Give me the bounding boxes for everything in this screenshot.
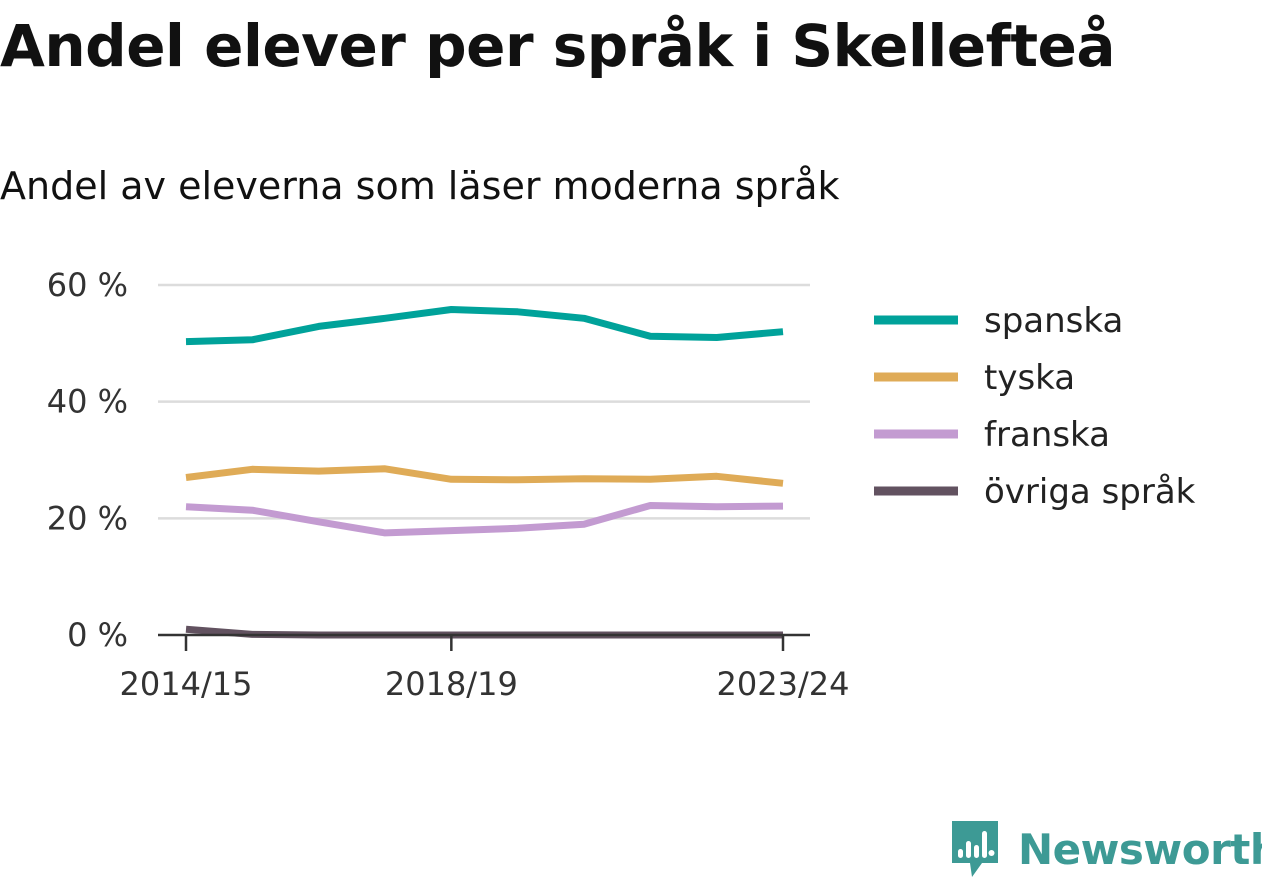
series-line-1 [185,465,784,487]
y-tick-label: 20 % [47,499,128,537]
y-tick-label: 60 % [47,266,128,304]
legend: spanska tyska franska övriga språk [874,301,1196,512]
series-line-0 [185,306,784,346]
brand-logo: Newsworthy [950,818,1262,880]
series-line-2 [185,502,784,537]
chart-subtitle: Andel av eleverna som läser moderna språ… [0,164,840,208]
y-tick-label: 0 % [67,616,128,654]
legend-label: övriga språk [984,472,1196,512]
series-lines [185,306,784,639]
x-tick-label: 2023/24 [717,665,850,703]
y-axis-labels: 0 % 20 % 40 % 60 % [47,266,128,654]
newsworthy-logo-icon [952,821,998,877]
y-tick-label: 40 % [47,383,128,421]
legend-label: franska [984,415,1110,455]
legend-label: tyska [984,358,1075,398]
grid-lines [158,283,810,520]
x-tick-label: 2018/19 [385,665,518,703]
chart-title: Andel elever per språk i Skellefteå [0,12,1116,80]
x-axis: 2014/15 2018/19 2023/24 [120,633,850,703]
x-tick-label: 2014/15 [120,665,253,703]
brand-name: Newsworthy [1018,824,1262,874]
legend-label: spanska [984,301,1123,341]
